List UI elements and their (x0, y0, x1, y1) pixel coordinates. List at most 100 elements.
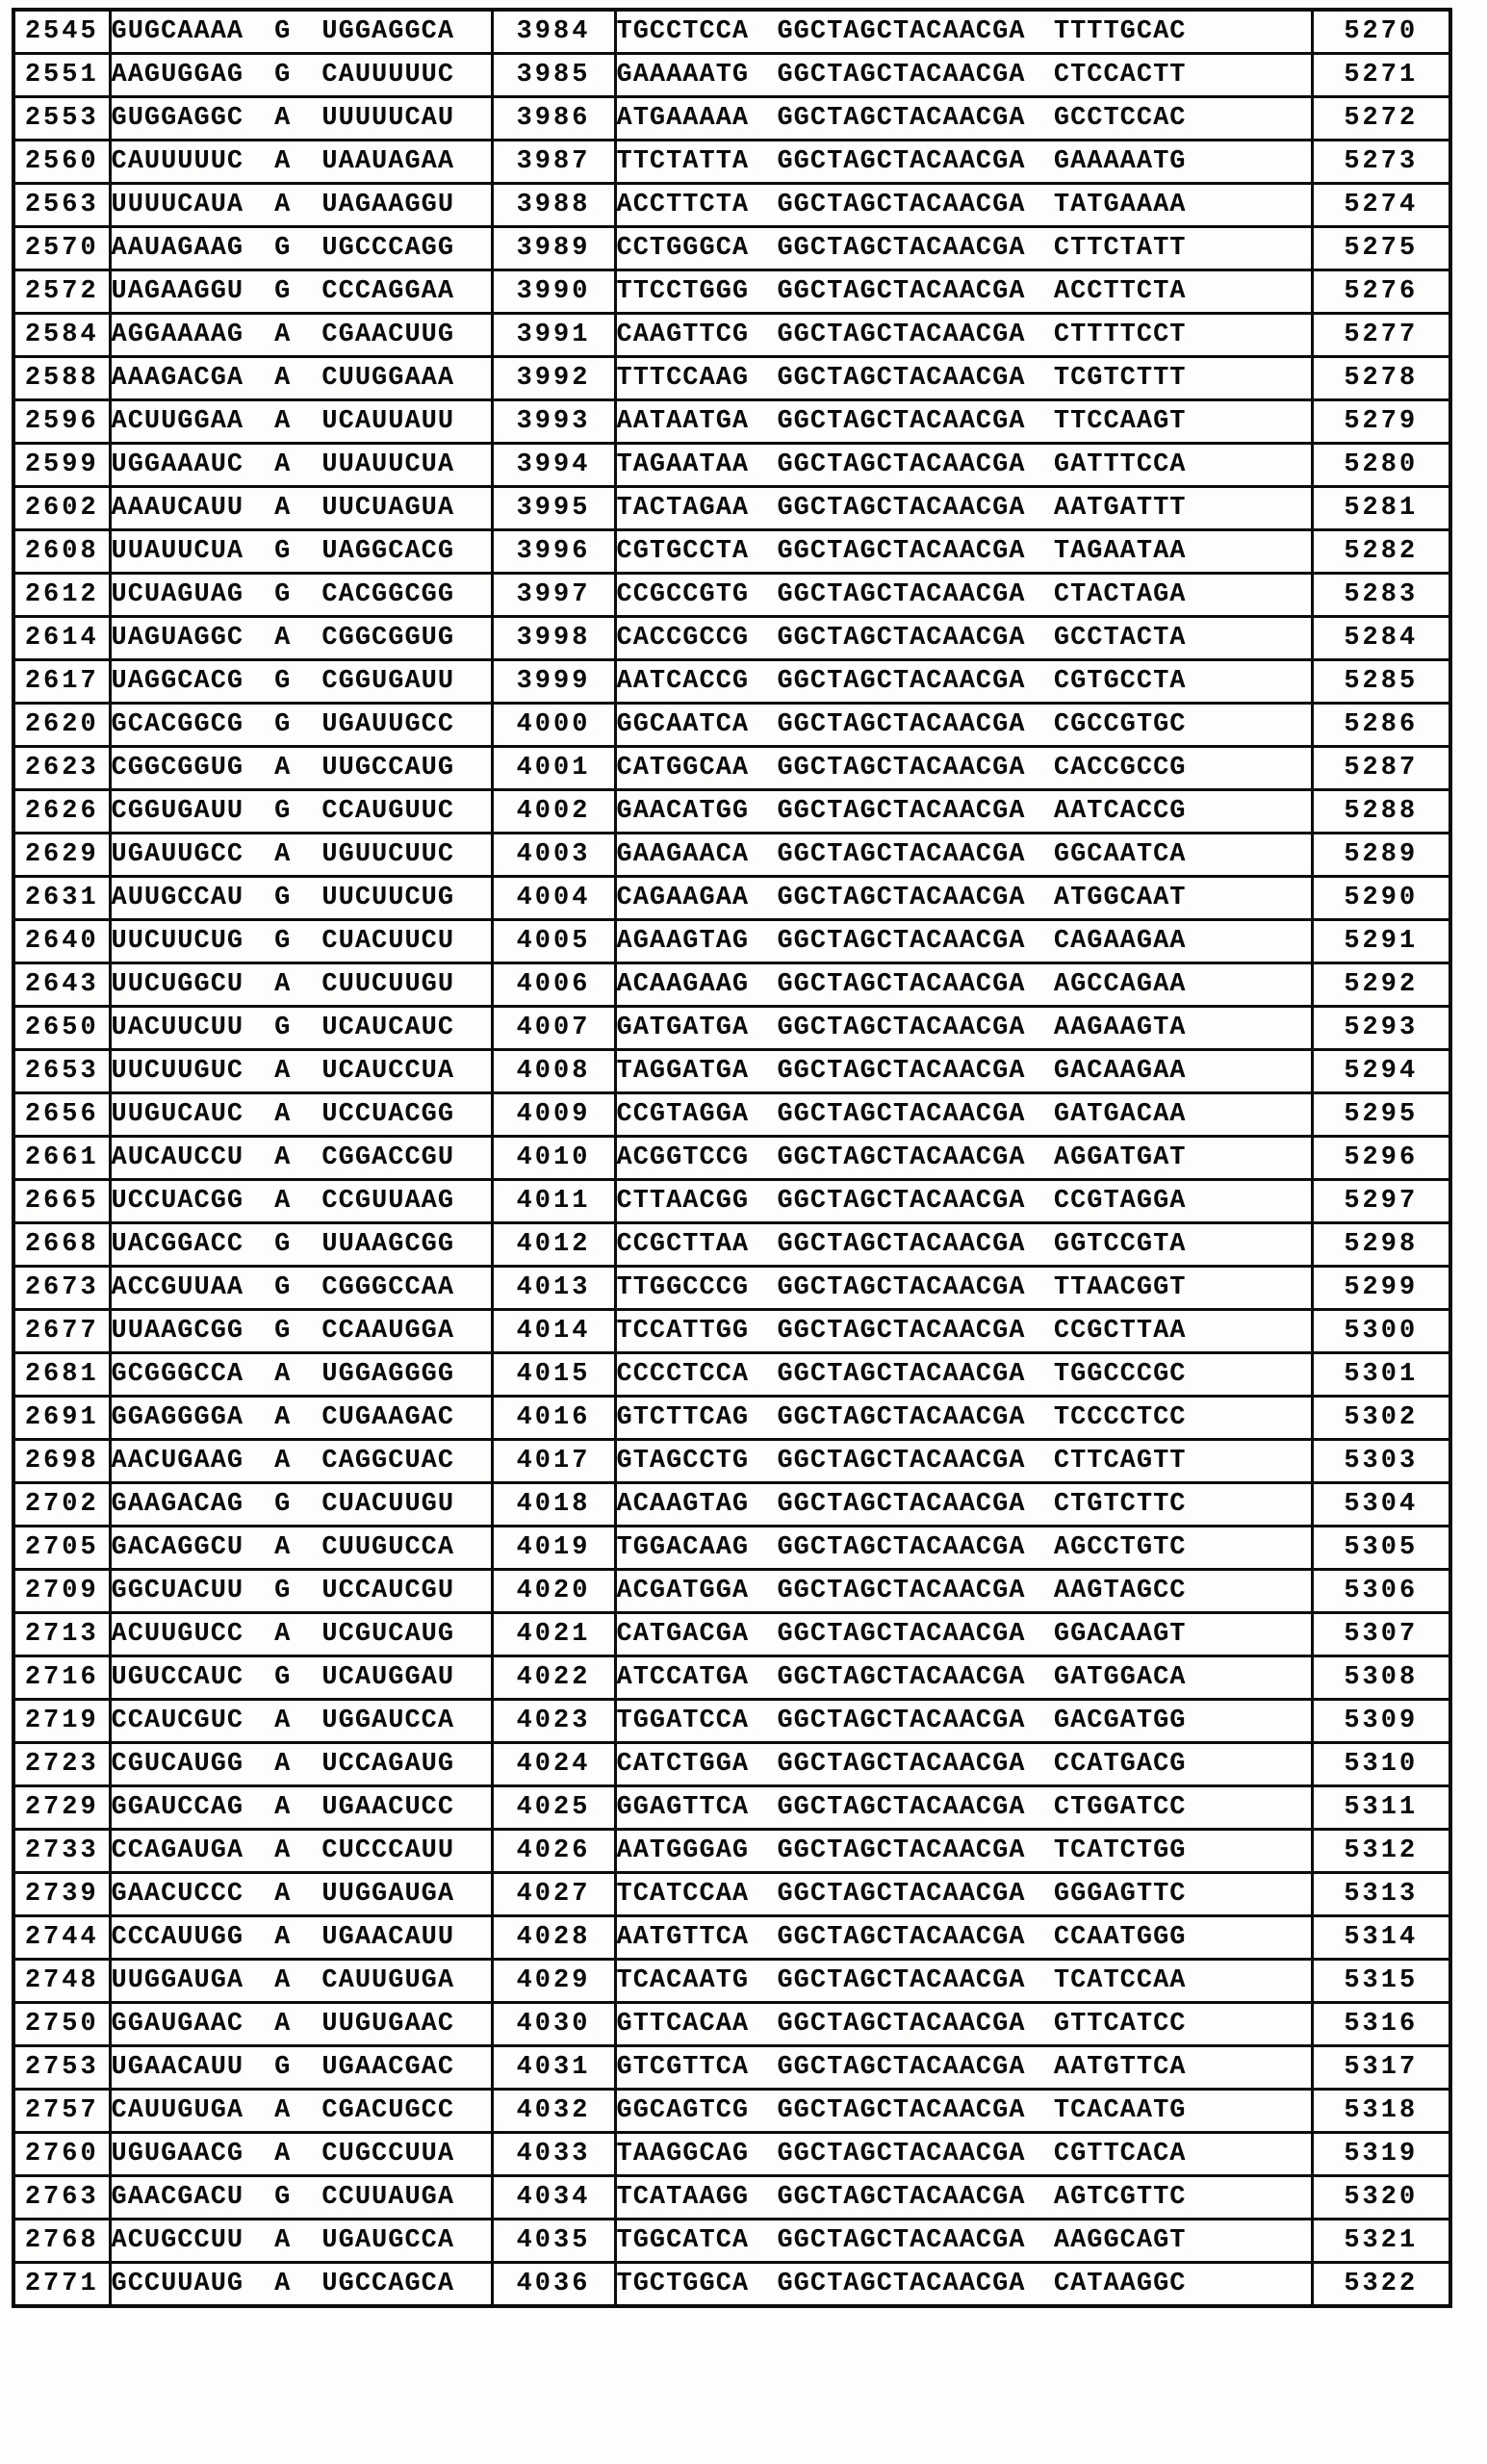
seq-id-left-cell: 4018 (490, 1481, 617, 1527)
target-position-cell: 2757 (12, 2088, 112, 2134)
dna-probe-sequence-cell: TCATCCAA GGCTAGCTACAACGA GGGAGTTC (613, 1871, 1314, 1917)
seq-id-left-cell: 4014 (490, 1308, 617, 1354)
table-row: 2661 AUCAUCCU A CGGACCGU 4010 ACGGTCCG GGCT… (12, 1135, 1452, 1181)
rna-sequence-cell: GACAGGCU A CUUGUCCA (108, 1525, 494, 1571)
rna-sequence-cell: UAGAAGGU G CCCAGGAA (108, 269, 494, 315)
seq-id-right-cell: 5286 (1310, 702, 1452, 748)
table-row: 2560 CAUUUUUC A UAAUAGAA 3987 TTCTATTA GGCT… (12, 139, 1452, 185)
rna-sequence-cell: CCAUCGUC A UGGAUCCA (108, 1698, 494, 1744)
seq-id-left-cell: 4028 (490, 1914, 617, 1961)
rna-sequence-cell: UUAUUCUA G UAGGCACG (108, 528, 494, 575)
dna-probe-sequence-cell: AGAAGTAG GGCTAGCTACAACGA CAGAAGAA (613, 918, 1314, 964)
rna-sequence-cell: UAGUAGGC A CGGCGGUG (108, 615, 494, 661)
seq-id-right-cell: 5272 (1310, 95, 1452, 141)
seq-id-left-cell: 4008 (490, 1048, 617, 1094)
seq-id-right-cell: 5318 (1310, 2088, 1452, 2134)
target-position-cell: 2602 (12, 485, 112, 531)
dna-probe-sequence-cell: ACAAGAAG GGCTAGCTACAACGA AGCCAGAA (613, 962, 1314, 1008)
seq-id-right-cell: 5321 (1310, 2218, 1452, 2264)
seq-id-left-cell: 4023 (490, 1698, 617, 1744)
seq-id-right-cell: 5278 (1310, 355, 1452, 401)
seq-id-left-cell: 3989 (490, 225, 617, 271)
rna-sequence-cell: GCGGGCCA A UGGAGGGG (108, 1351, 494, 1398)
target-position-cell: 2631 (12, 875, 112, 921)
target-position-cell: 2545 (12, 8, 112, 55)
seq-id-left-cell: 3992 (490, 355, 617, 401)
rna-sequence-cell: ACUGCCUU A UGAUGCCA (108, 2218, 494, 2264)
target-position-cell: 2551 (12, 52, 112, 98)
target-position-cell: 2668 (12, 1221, 112, 1268)
seq-id-left-cell: 3986 (490, 95, 617, 141)
rna-sequence-cell: UCCUACGG A CCGUUAAG (108, 1178, 494, 1224)
seq-id-right-cell: 5298 (1310, 1221, 1452, 1268)
dna-probe-sequence-cell: GGCAGTCG GGCTAGCTACAACGA TCACAATG (613, 2088, 1314, 2134)
target-position-cell: 2748 (12, 1958, 112, 2004)
sequence-listing-table: 2545 GUGCAAAA G UGGAGGCA 3984 TGCCTCCA GGCT… (12, 8, 1452, 2308)
table-row: 2629 UGAUUGCC A UGUUCUUC 4003 GAAGAACA GGCT… (12, 832, 1452, 878)
target-position-cell: 2750 (12, 2001, 112, 2047)
table-row: 2748 UUGGAUGA A CAUUGUGA 4029 TCACAATG GGCT… (12, 1958, 1452, 2004)
target-position-cell: 2768 (12, 2218, 112, 2264)
rna-sequence-cell: UACUUCUU G UCAUCAUC (108, 1005, 494, 1051)
seq-id-right-cell: 5290 (1310, 875, 1452, 921)
dna-probe-sequence-cell: GTCGTTCA GGCTAGCTACAACGA AATGTTCA (613, 2044, 1314, 2091)
dna-probe-sequence-cell: CAGAAGAA GGCTAGCTACAACGA ATGGCAAT (613, 875, 1314, 921)
target-position-cell: 2626 (12, 788, 112, 834)
dna-probe-sequence-cell: GAACATGG GGCTAGCTACAACGA AATCACCG (613, 788, 1314, 834)
table-row: 2570 AAUAGAAG G UGCCCAGG 3989 CCTGGGCA GGCT… (12, 225, 1452, 271)
seq-id-right-cell: 5271 (1310, 52, 1452, 98)
rna-sequence-cell: GAACGACU G CCUUAUGA (108, 2174, 494, 2220)
table-row: 2757 CAUUGUGA A CGACUGCC 4032 GGCAGTCG GGCT… (12, 2088, 1452, 2134)
target-position-cell: 2572 (12, 269, 112, 315)
rna-sequence-cell: ACUUGUCC A UCGUCAUG (108, 1611, 494, 1657)
seq-id-right-cell: 5311 (1310, 1784, 1452, 1831)
seq-id-right-cell: 5305 (1310, 1525, 1452, 1571)
rna-sequence-cell: GGCUACUU G UCCAUCGU (108, 1568, 494, 1614)
seq-id-left-cell: 4001 (490, 745, 617, 791)
dna-probe-sequence-cell: CCCCTCCA GGCTAGCTACAACGA TGGCCCGC (613, 1351, 1314, 1398)
dna-probe-sequence-cell: CACCGCCG GGCTAGCTACAACGA GCCTACTA (613, 615, 1314, 661)
target-position-cell: 2681 (12, 1351, 112, 1398)
rna-sequence-cell: GUGGAGGC A UUUUUCAU (108, 95, 494, 141)
rna-sequence-cell: UAGGCACG G CGGUGAUU (108, 658, 494, 705)
table-row: 2768 ACUGCCUU A UGAUGCCA 4035 TGGCATCA GGCT… (12, 2218, 1452, 2264)
table-row: 2733 CCAGAUGA A CUCCCAUU 4026 AATGGGAG GGCT… (12, 1828, 1452, 1874)
seq-id-left-cell: 3985 (490, 52, 617, 98)
table-row: 2677 UUAAGCGG G CCAAUGGA 4014 TCCATTGG GGCT… (12, 1308, 1452, 1354)
seq-id-left-cell: 4015 (490, 1351, 617, 1398)
rna-sequence-cell: GGAUGAAC A UUGUGAAC (108, 2001, 494, 2047)
rna-sequence-cell: GUGCAAAA G UGGAGGCA (108, 8, 494, 55)
seq-id-right-cell: 5289 (1310, 832, 1452, 878)
seq-id-left-cell: 3997 (490, 572, 617, 618)
seq-id-right-cell: 5270 (1310, 8, 1452, 55)
table-row: 2643 UUCUGGCU A CUUCUUGU 4006 ACAAGAAG GGCT… (12, 962, 1452, 1008)
dna-probe-sequence-cell: TGGATCCA GGCTAGCTACAACGA GACGATGG (613, 1698, 1314, 1744)
table-row: 2719 CCAUCGUC A UGGAUCCA 4023 TGGATCCA GGCT… (12, 1698, 1452, 1744)
seq-id-left-cell: 4029 (490, 1958, 617, 2004)
table-row: 2640 UUCUUCUG G CUACUUCU 4005 AGAAGTAG GGCT… (12, 918, 1452, 964)
rna-sequence-cell: UGUGAACG A CUGCCUUA (108, 2131, 494, 2177)
seq-id-right-cell: 5282 (1310, 528, 1452, 575)
rna-sequence-cell: CGGCGGUG A UUGCCAUG (108, 745, 494, 791)
seq-id-left-cell: 4003 (490, 832, 617, 878)
dna-probe-sequence-cell: GTTCACAA GGCTAGCTACAACGA GTTCATCC (613, 2001, 1314, 2047)
table-row: 2650 UACUUCUU G UCAUCAUC 4007 GATGATGA GGCT… (12, 1005, 1452, 1051)
target-position-cell: 2661 (12, 1135, 112, 1181)
dna-probe-sequence-cell: AATAATGA GGCTAGCTACAACGA TTCCAAGT (613, 398, 1314, 445)
seq-id-left-cell: 4021 (490, 1611, 617, 1657)
dna-probe-sequence-cell: TCATAAGG GGCTAGCTACAACGA AGTCGTTC (613, 2174, 1314, 2220)
table-row: 2723 CGUCAUGG A UCCAGAUG 4024 CATCTGGA GGCT… (12, 1741, 1452, 1787)
seq-id-left-cell: 4009 (490, 1091, 617, 1138)
dna-probe-sequence-cell: TAGAATAA GGCTAGCTACAACGA GATTTCCA (613, 442, 1314, 488)
rna-sequence-cell: CCAGAUGA A CUCCCAUU (108, 1828, 494, 1874)
target-position-cell: 2705 (12, 1525, 112, 1571)
target-position-cell: 2560 (12, 139, 112, 185)
dna-probe-sequence-cell: GTCTTCAG GGCTAGCTACAACGA TCCCCTCC (613, 1395, 1314, 1441)
seq-id-right-cell: 5317 (1310, 2044, 1452, 2091)
rna-sequence-cell: UUCUUCUG G CUACUUCU (108, 918, 494, 964)
seq-id-left-cell: 4025 (490, 1784, 617, 1831)
seq-id-left-cell: 3990 (490, 269, 617, 315)
dna-probe-sequence-cell: GGAGTTCA GGCTAGCTACAACGA CTGGATCC (613, 1784, 1314, 1831)
target-position-cell: 2719 (12, 1698, 112, 1744)
rna-sequence-cell: GAACUCCC A UUGGAUGA (108, 1871, 494, 1917)
